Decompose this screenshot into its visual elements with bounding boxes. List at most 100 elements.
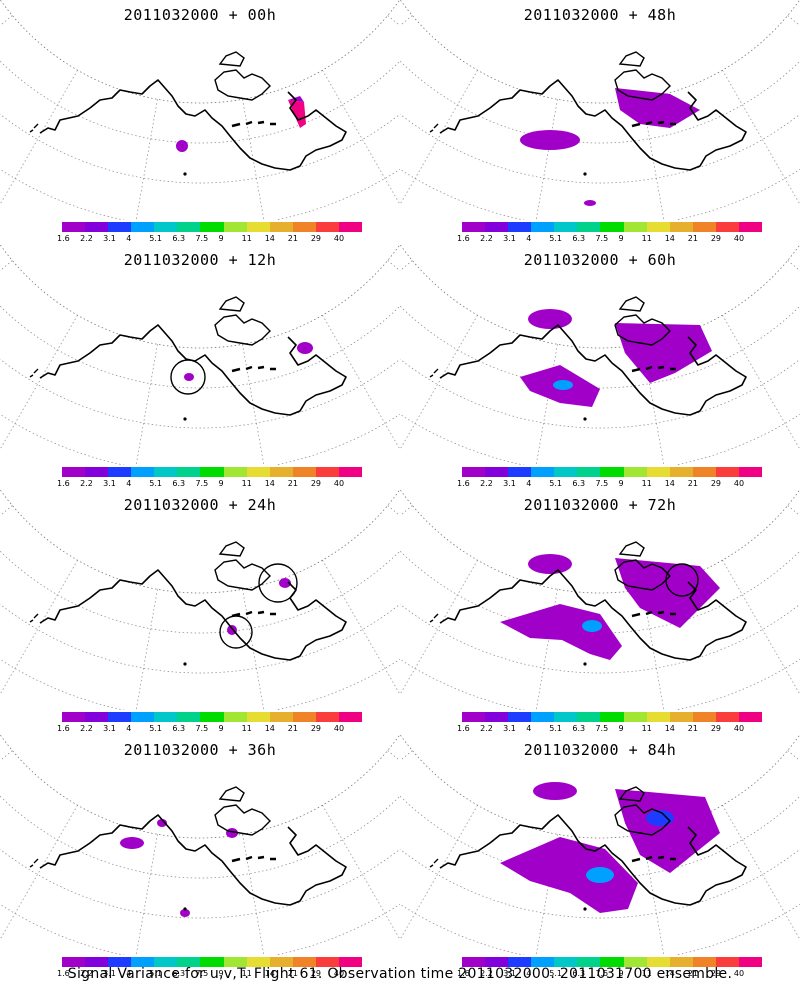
- meridian-line: [787, 260, 800, 272]
- colorbar-tick-label: 40: [733, 479, 745, 488]
- colorbar-swatch: [154, 712, 178, 722]
- colorbar-tick-label: 7.5: [195, 234, 209, 243]
- colorbar-tick-label: 40: [333, 234, 345, 243]
- meridian-line: [387, 260, 400, 272]
- colorbar-swatch: [669, 957, 693, 967]
- island-chain: [631, 855, 676, 863]
- colorbar-swatch: [692, 712, 716, 722]
- map-boundary: [0, 0, 400, 104]
- colorbar-swatch: [154, 467, 178, 477]
- colorbar-tick-label: 11: [641, 479, 652, 488]
- coastline: [39, 814, 347, 906]
- colorbar-tick-label: 3.1: [503, 724, 516, 733]
- colorbar-swatch: [508, 712, 532, 722]
- latitude-line: [0, 358, 400, 429]
- colorbar: [462, 222, 763, 232]
- variance-contour: [528, 309, 572, 329]
- map-boundary: [400, 245, 800, 349]
- colorbar-labels: 1.6 2.2 3.1 4 5.1 6.3 7.5 9 11 14 21 29 40: [57, 969, 357, 979]
- map-canvas: [0, 0, 400, 220]
- meridian-line: [0, 15, 13, 27]
- colorbar-tick-label: 4: [126, 969, 132, 978]
- latitude-line: [400, 413, 800, 465]
- colorbar-swatch: [223, 712, 247, 722]
- latitude-line: [0, 795, 400, 879]
- colorbar-swatch: [292, 712, 316, 722]
- colorbar-tick-label: 9: [218, 724, 224, 733]
- colorbar-tick-label: 6.3: [172, 234, 186, 243]
- map-boundary: [400, 735, 800, 839]
- map-panel: 2011032000 + 60h 1.6 2.2 3.1 4 5.1 6.3 7.5 9 11 14…: [400, 245, 800, 490]
- aleutian-islands: [29, 368, 39, 378]
- colorbar-swatch: [623, 467, 647, 477]
- colorbar-swatch: [315, 467, 339, 477]
- coastline: [439, 79, 747, 171]
- latitude-line: [0, 603, 400, 674]
- meridian-line: [387, 15, 400, 27]
- colorbar-swatch: [577, 467, 601, 477]
- colorbar-swatch: [177, 222, 201, 232]
- map-canvas: [0, 735, 400, 955]
- panel-title: 2011032000 + 84h: [523, 741, 677, 759]
- island-chain: [231, 610, 276, 618]
- colorbar-tick-label: 40: [333, 479, 345, 488]
- colorbar-swatch: [692, 467, 716, 477]
- arctic-islands: [618, 786, 645, 802]
- hawaii-island: [183, 907, 187, 911]
- colorbar-swatch: [692, 222, 716, 232]
- colorbar-tick-label: 3.1: [103, 234, 116, 243]
- colorbar-swatch: [508, 467, 532, 477]
- colorbar-swatch: [292, 222, 316, 232]
- colorbar-tick-label: 14: [264, 969, 275, 978]
- colorbar-tick-label: 5.1: [549, 969, 563, 978]
- range-circle: [219, 615, 253, 649]
- colorbar-swatch: [108, 957, 132, 967]
- colorbar-tick-label: 1.6: [57, 479, 70, 488]
- meridian-line: [535, 99, 558, 220]
- aleutian-islands: [29, 123, 39, 133]
- range-circle: [665, 563, 699, 597]
- colorbar-tick-label: 5.1: [149, 479, 163, 488]
- map-canvas: [400, 0, 800, 220]
- meridian-line: [0, 805, 78, 941]
- colorbar-tick-label: 5.1: [549, 479, 563, 488]
- variance-contour: [120, 837, 144, 849]
- hawaii-island: [583, 907, 587, 911]
- colorbar-tick-label: 40: [333, 724, 345, 733]
- meridian-line: [322, 560, 400, 696]
- colorbar-swatch: [715, 222, 739, 232]
- latitude-line: [400, 848, 800, 919]
- colorbar: [62, 467, 363, 477]
- meridian-line: [135, 99, 158, 220]
- colorbar-tick-label: 2.2: [80, 234, 93, 243]
- meridian-line: [0, 260, 13, 272]
- colorbar-swatch: [223, 222, 247, 232]
- meridian-line: [387, 750, 400, 762]
- colorbar-swatch: [200, 712, 224, 722]
- colorbar-tick-label: 21: [687, 479, 698, 488]
- colorbar-tick-label: 40: [733, 724, 745, 733]
- aleutian-islands: [429, 613, 439, 623]
- colorbar-swatch: [554, 957, 578, 967]
- meridian-line: [400, 505, 413, 517]
- meridian-line: [722, 315, 800, 451]
- coastline: [439, 569, 747, 661]
- colorbar-tick-label: 7.5: [595, 724, 609, 733]
- colorbar-tick-label: 3.1: [103, 969, 116, 978]
- island-chain: [231, 855, 276, 863]
- meridian-line: [322, 805, 400, 941]
- colorbar-swatch: [623, 712, 647, 722]
- latitude-line: [400, 358, 800, 429]
- variance-contour: [176, 140, 188, 152]
- colorbar-swatch: [62, 957, 86, 967]
- colorbar-tick-label: 5.1: [149, 724, 163, 733]
- colorbar-tick-label: 11: [641, 724, 652, 733]
- colorbar-tick-label: 21: [687, 234, 698, 243]
- meridian-line: [787, 15, 800, 27]
- coastline: [439, 814, 747, 906]
- latitude-line: [400, 113, 800, 184]
- colorbar-tick-label: 4: [526, 969, 532, 978]
- colorbar: [62, 712, 363, 722]
- map-boundary: [400, 0, 800, 104]
- arctic-islands: [614, 314, 671, 346]
